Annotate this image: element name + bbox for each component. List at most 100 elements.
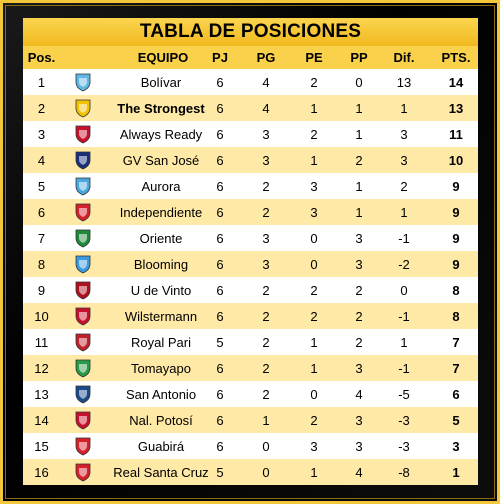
team-name: Real Santa Cruz: [113, 464, 209, 480]
goal-difference-cell: 1: [400, 100, 408, 116]
won-cell: 2: [262, 386, 270, 402]
drawn-cell: 1: [310, 100, 318, 116]
lost-cell: 1: [355, 204, 363, 220]
header-pe: PE: [305, 50, 323, 65]
lost-cell: 3: [355, 412, 363, 428]
points-cell: 10: [448, 152, 464, 168]
drawn-cell: 2: [310, 126, 318, 142]
points-cell: 13: [448, 100, 464, 116]
goal-difference-cell: 0: [400, 282, 408, 298]
drawn-cell: 3: [310, 438, 318, 454]
points-cell: 9: [452, 256, 460, 272]
goal-difference-cell: 1: [400, 204, 408, 220]
goal-difference-cell: -5: [398, 386, 410, 402]
position-cell: 10: [34, 308, 49, 324]
points-cell: 9: [452, 178, 460, 194]
team-name: Blooming: [133, 256, 189, 272]
table-row: 2 6 4 1 1 1 13 The Strongest: [23, 95, 478, 121]
position-cell: 3: [37, 126, 46, 142]
points-cell: 11: [449, 126, 463, 142]
table-row: 11 5 2 1 2 1 7 Royal Pari: [23, 329, 478, 355]
table-row: 12 6 2 1 3 -1 7 Tomayapo: [23, 355, 478, 381]
points-cell: 9: [452, 204, 460, 220]
goal-difference-cell: -1: [398, 308, 410, 324]
drawn-cell: 2: [310, 308, 318, 324]
the-strongest-crest-icon: [75, 99, 91, 118]
drawn-cell: 0: [310, 386, 318, 402]
position-cell: 11: [34, 334, 49, 350]
played-cell: 6: [216, 100, 224, 116]
royal-pari-crest-icon: [75, 333, 91, 352]
position-cell: 2: [37, 100, 46, 116]
goal-difference-cell: 1: [400, 334, 408, 350]
team-name: Aurora: [141, 178, 181, 194]
won-cell: 3: [262, 152, 270, 168]
played-cell: 6: [216, 74, 224, 90]
lost-cell: 3: [355, 360, 363, 376]
table-title: TABLA DE POSICIONES: [23, 18, 478, 46]
table-row: 5 6 2 3 1 2 9 Aurora: [23, 173, 478, 199]
team-name: U de Vinto: [130, 282, 192, 298]
goal-difference-cell: -3: [398, 438, 410, 454]
position-cell: 1: [37, 74, 46, 90]
team-name: Nal. Potosí: [129, 412, 193, 428]
always-ready-crest-icon: [75, 125, 91, 144]
table-row: 8 6 3 0 3 -2 9 Blooming: [23, 251, 478, 277]
lost-cell: 3: [355, 256, 363, 272]
position-cell: 8: [37, 256, 46, 272]
drawn-cell: 0: [310, 230, 318, 246]
points-cell: 1: [452, 464, 460, 480]
lost-cell: 3: [355, 230, 363, 246]
points-cell: 8: [452, 282, 460, 298]
position-cell: 16: [34, 464, 49, 480]
goal-difference-cell: -2: [398, 256, 410, 272]
lost-cell: 1: [355, 126, 363, 142]
nal-potosi-crest-icon: [75, 411, 91, 430]
points-cell: 7: [452, 334, 460, 350]
table-row: 9 6 2 2 2 0 8 U de Vinto: [23, 277, 478, 303]
lost-cell: 4: [355, 386, 363, 402]
position-cell: 13: [34, 386, 49, 402]
table-row: 4 6 3 1 2 3 10 GV San José: [23, 147, 478, 173]
won-cell: 4: [262, 74, 270, 90]
played-cell: 6: [216, 178, 224, 194]
lost-cell: 0: [355, 74, 363, 90]
team-name: Guabirá: [137, 438, 185, 454]
position-cell: 5: [37, 178, 46, 194]
lost-cell: 3: [355, 438, 363, 454]
position-cell: 6: [37, 204, 46, 220]
lost-cell: 2: [355, 334, 363, 350]
goal-difference-cell: 3: [400, 126, 408, 142]
drawn-cell: 3: [310, 178, 318, 194]
header-pp: PP: [350, 50, 368, 65]
position-cell: 12: [34, 360, 49, 376]
table-row: 14 6 1 2 3 -3 5 Nal. Potosí: [23, 407, 478, 433]
oriente-crest-icon: [75, 229, 91, 248]
team-name: The Strongest: [117, 100, 205, 116]
table-row: 7 6 3 0 3 -1 9 Oriente: [23, 225, 478, 251]
won-cell: 2: [262, 308, 270, 324]
drawn-cell: 2: [310, 74, 318, 90]
goal-difference-cell: 2: [400, 178, 408, 194]
header-dif: Dif.: [393, 50, 415, 65]
table-row: 1 6 4 2 0 13 14 Bolívar: [23, 69, 478, 95]
won-cell: 2: [262, 282, 270, 298]
wilstermann-crest-icon: [75, 307, 91, 326]
points-cell: 6: [452, 386, 460, 402]
lost-cell: 1: [355, 178, 363, 194]
blooming-crest-icon: [75, 255, 91, 274]
bolivar-crest-icon: [75, 73, 91, 92]
team-name: GV San José: [122, 152, 200, 168]
won-cell: 3: [262, 230, 270, 246]
drawn-cell: 2: [310, 282, 318, 298]
goal-difference-cell: -1: [398, 360, 410, 376]
table-row: 10 6 2 2 2 -1 8 Wilstermann: [23, 303, 478, 329]
position-cell: 9: [37, 282, 46, 298]
won-cell: 2: [262, 178, 270, 194]
lost-cell: 2: [355, 308, 363, 324]
played-cell: 6: [216, 438, 224, 454]
drawn-cell: 3: [310, 204, 318, 220]
position-cell: 14: [34, 412, 49, 428]
drawn-cell: 1: [310, 334, 318, 350]
table-row: 3 6 3 2 1 3 11 Always Ready: [23, 121, 478, 147]
